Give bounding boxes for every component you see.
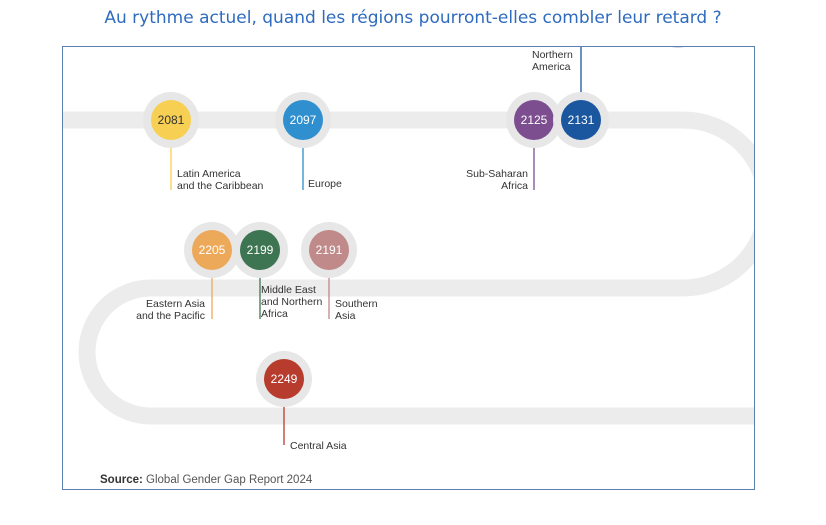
region-label: Northern America — [532, 49, 573, 73]
region-label: Latin America and the Caribbean — [177, 168, 264, 192]
source-text: Global Gender Gap Report 2024 — [146, 474, 313, 486]
timeline-road — [63, 111, 754, 425]
milestone-year: 2131 — [568, 113, 595, 127]
region-label: Eastern Asia and the Pacific — [136, 298, 205, 322]
milestone-year: 2191 — [316, 243, 343, 257]
milestone-circle — [514, 100, 554, 140]
milestone-year: 2125 — [521, 113, 548, 127]
milestone-circle — [151, 100, 191, 140]
region-label: Sub-Saharan Africa — [466, 168, 528, 192]
page-title: Au rythme actuel, quand les régions pour… — [104, 8, 722, 28]
timeline-frame: 2081 2097 2125 2131 2205 2199 2191 2249 Latin A… — [62, 46, 755, 490]
milestone-circle — [264, 359, 304, 399]
source-prefix: Source: — [100, 474, 143, 486]
region-label: Middle East and Northern Africa — [261, 284, 323, 320]
region-label: Europe — [308, 178, 342, 190]
milestone-year: 2249 — [271, 372, 298, 386]
milestone-circle — [192, 230, 232, 270]
region-label: Southern Asia — [335, 298, 378, 322]
milestone-year: 2097 — [290, 113, 317, 127]
milestone-circle — [309, 230, 349, 270]
milestone-year: 2199 — [247, 243, 274, 257]
region-label: Central Asia — [290, 440, 347, 452]
milestone-circle — [240, 230, 280, 270]
milestone-year: 2081 — [158, 113, 185, 127]
source-note: Source: Global Gender Gap Report 2024 — [100, 474, 312, 486]
milestone-circle — [283, 100, 323, 140]
milestone-circle — [561, 100, 601, 140]
milestone-year: 2205 — [199, 243, 226, 257]
timeline-diagram: 2081 2097 2125 2131 2205 2199 2191 2249 — [63, 47, 754, 445]
